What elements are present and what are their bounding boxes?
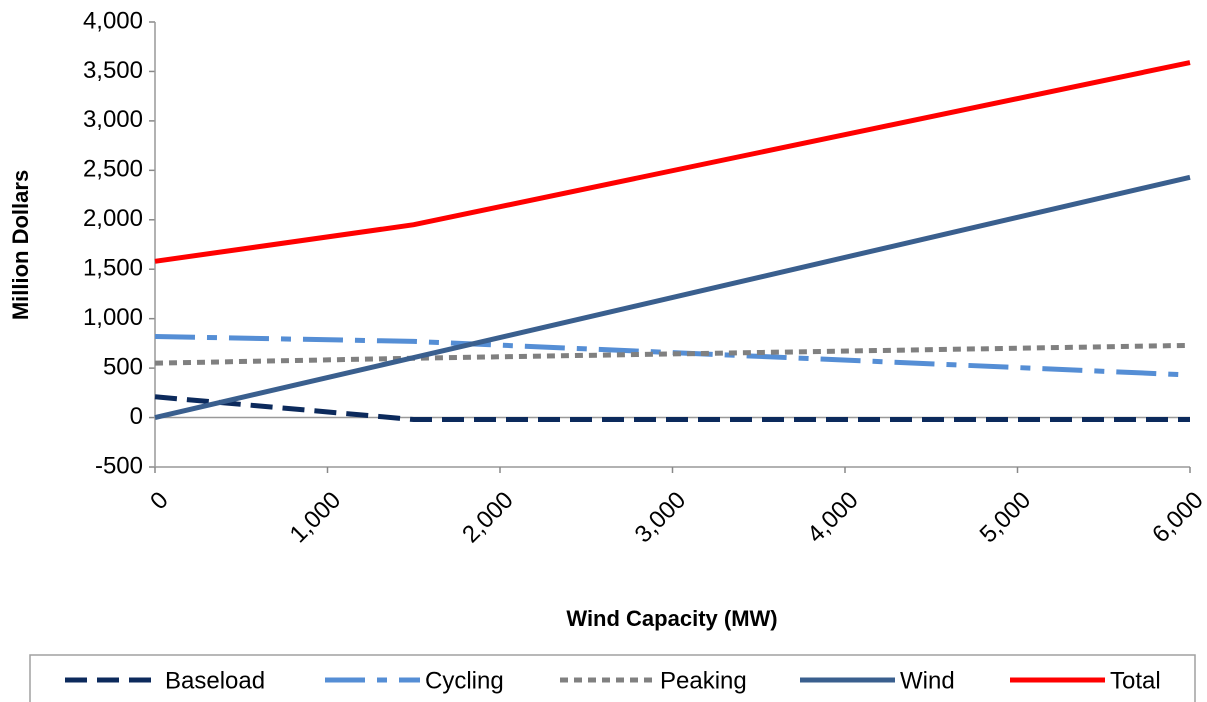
x-tick-label: 6,000 [1147,487,1207,549]
legend-label: Peaking [660,667,747,694]
x-tick-label: 4,000 [802,487,864,549]
x-tick-label: 2,000 [457,487,519,549]
series-line [154,333,1191,378]
x-tick-label: 1,000 [285,487,347,549]
x-tick-label: 3,000 [630,487,692,549]
x-axis-title: Wind Capacity (MW) [566,606,777,631]
series-line [154,60,1191,264]
x-tick-label: 0 [145,487,174,516]
y-axis-title: Million Dollars [8,170,33,320]
y-tick-label: 1,000 [83,304,143,331]
legend-label: Total [1110,667,1161,694]
y-tick-label: -500 [95,452,143,479]
y-tick-label: 0 [130,403,143,430]
y-tick-label: 1,500 [83,255,143,282]
series-line [154,174,1191,420]
legend-label: Baseload [165,667,265,694]
series-line [154,394,1190,423]
y-tick-label: 500 [103,353,143,380]
series-line [154,342,1191,366]
legend-label: Cycling [425,667,504,694]
legend-label: Wind [900,667,955,694]
x-tick-label: 5,000 [975,487,1037,549]
y-tick-label: 3,500 [83,57,143,84]
y-tick-label: 3,000 [83,106,143,133]
legend-box [29,654,1196,702]
y-tick-label: 2,000 [83,205,143,232]
y-tick-label: 4,000 [83,7,143,34]
y-tick-label: 2,500 [83,156,143,183]
